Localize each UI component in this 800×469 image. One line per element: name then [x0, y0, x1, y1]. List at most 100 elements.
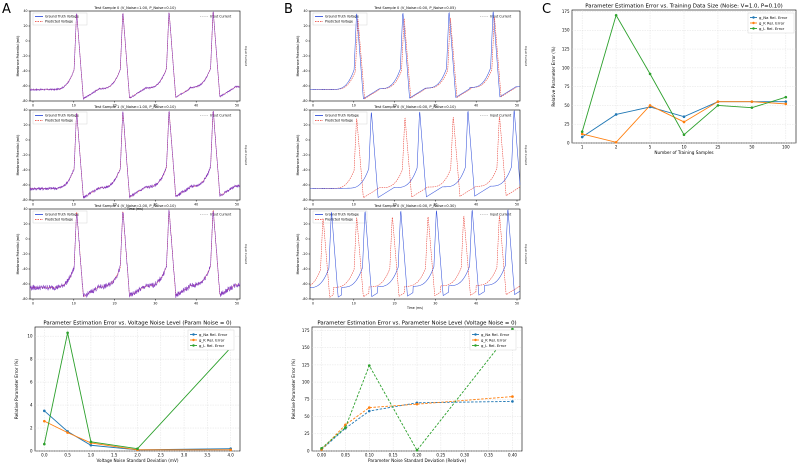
legend-label: g_Na Rel. Error [759, 15, 788, 20]
legend-label-truth: Ground Truth Voltage [325, 114, 359, 118]
y-tick-label: 40 [23, 9, 27, 13]
x-tick-label: 0.00 [317, 453, 326, 458]
legend-marker [752, 16, 755, 19]
legend-marker [752, 27, 755, 30]
x-tick-label: 50 [515, 104, 519, 108]
data-point [682, 133, 686, 137]
y-axis-label: Membrane Potential (mV) [296, 36, 300, 77]
y-axis-label: Relative Parameter Error (%) [14, 359, 19, 419]
legend-label-truth: Ground Truth Voltage [45, 114, 79, 118]
x-tick-label: 1 [581, 145, 584, 150]
data-point [89, 440, 93, 444]
panel-label-a: A [2, 2, 11, 17]
data-point [415, 402, 419, 406]
legend-label: g_K Rel. Error [759, 20, 785, 25]
y-tick-label: -80 [22, 99, 27, 103]
x-tick-label: 0.5 [64, 453, 71, 458]
y-tick-label: 150 [302, 345, 310, 350]
data-point [750, 106, 754, 109]
data-point [320, 446, 323, 450]
trace-panel-b3: Test Sample 0 (V_Noise=0.00, P_Noise=0.3… [296, 204, 528, 310]
legend-marker [474, 338, 477, 342]
y-tick-label: 40 [303, 108, 307, 112]
x-tick-label: 30 [153, 104, 157, 108]
x-tick-label: 0.0 [41, 453, 48, 458]
x-tick-label: 5 [649, 145, 652, 150]
x-tick-label: 3.0 [181, 453, 188, 458]
trace-panel-b1: Test Sample 0 (V_Noise=0.00, P_Noise=0.0… [296, 6, 528, 108]
y-axis-label: Relative Parameter Error (%) [551, 46, 556, 106]
y-tick-label: 20 [23, 24, 27, 28]
x-tick-label: 20 [393, 302, 397, 306]
y-tick-label: 0 [305, 237, 307, 241]
trace-panel-a2: Test Sample 1 (V_Noise=1.00, P_Noise=0.1… [16, 105, 248, 211]
legend-marker [752, 21, 755, 25]
trace-panel-b2: Test Sample 0 (V_Noise=0.00, P_Noise=0.1… [296, 105, 528, 207]
right-axis-label: Input Current [244, 145, 248, 166]
data-point [648, 104, 652, 107]
plot-title: Parameter Estimation Error vs. Training … [585, 4, 782, 10]
data-point [784, 102, 788, 106]
x-tick-label: 30 [433, 203, 437, 207]
y-axis-label: Membrane Potential (mV) [16, 36, 20, 77]
legend-box [32, 111, 88, 125]
data-point [43, 442, 46, 446]
data-point [66, 431, 69, 434]
x-tick-label: 10 [72, 302, 76, 306]
y-tick-label: 0 [567, 140, 570, 145]
data-point [614, 13, 618, 17]
y-tick-label: 0 [25, 237, 27, 241]
data-point [367, 409, 371, 413]
y-tick-label: 150 [562, 28, 570, 33]
predicted-voltage-line [310, 116, 521, 199]
y-tick-label: 0 [305, 39, 307, 43]
y-tick-label: 0 [307, 448, 310, 453]
legend-label: g_L Rel. Error [759, 26, 785, 31]
y-axis-label: Membrane Potential (mV) [296, 135, 300, 176]
data-point [43, 409, 46, 413]
y-tick-label: 125 [562, 46, 570, 51]
ground-truth-voltage-line [310, 110, 521, 198]
y-tick-label: 0 [25, 39, 27, 43]
y-tick-label: -80 [302, 99, 307, 103]
trace-panel-a3: Test Sample 4 (V_Noise=2.00, P_Noise=0.1… [16, 204, 248, 306]
legend-label: g_L Rel. Error [481, 343, 507, 348]
legend-marker [192, 344, 195, 347]
x-tick-label: 40 [194, 104, 198, 108]
ground-truth-voltage-line [29, 110, 241, 199]
y-tick-label: -80 [302, 297, 307, 301]
y-tick-label: 50 [304, 414, 310, 419]
ground-truth-voltage-line [29, 209, 241, 299]
y-tick-label: -40 [22, 69, 27, 73]
data-point [229, 448, 232, 452]
legend-label-predicted: Predicted Voltage [45, 20, 73, 24]
legend-marker [474, 344, 477, 347]
y-tick-label: 6 [30, 380, 33, 385]
x-axis-label: Voltage Noise Standard Deviation (mV) [97, 458, 179, 463]
legend-box [312, 12, 368, 26]
plot-title: Test Sample 0 (V_Noise=1.00, P_Noise=0.1… [93, 6, 176, 10]
predicted-voltage-line [310, 17, 520, 100]
plot-title: Test Sample 0 (V_Noise=0.00, P_Noise=0.3… [373, 204, 456, 208]
x-tick-label: 0.15 [389, 453, 398, 458]
legend-label-predicted: Predicted Voltage [45, 119, 73, 123]
ground-truth-voltage-line [29, 11, 241, 101]
data-point [614, 140, 618, 144]
legend-label: g_K Rel. Error [481, 337, 507, 342]
y-tick-label: 40 [303, 207, 307, 211]
predicted-voltage-line [309, 215, 521, 298]
x-tick-label: 2 [615, 145, 618, 150]
x-tick-label: 10 [72, 104, 76, 108]
y-tick-label: -40 [22, 267, 27, 271]
x-tick-label: 20 [113, 104, 117, 108]
data-point [367, 364, 371, 367]
x-tick-label: 0.40 [508, 453, 517, 458]
x-tick-label: 20 [393, 104, 397, 108]
y-tick-label: -40 [302, 267, 307, 271]
x-tick-label: 1.5 [111, 453, 118, 458]
legend-box [312, 111, 368, 125]
y-tick-label: 25 [304, 431, 310, 436]
ground-truth-voltage-line [310, 11, 520, 100]
x-tick-label: 30 [153, 203, 157, 207]
